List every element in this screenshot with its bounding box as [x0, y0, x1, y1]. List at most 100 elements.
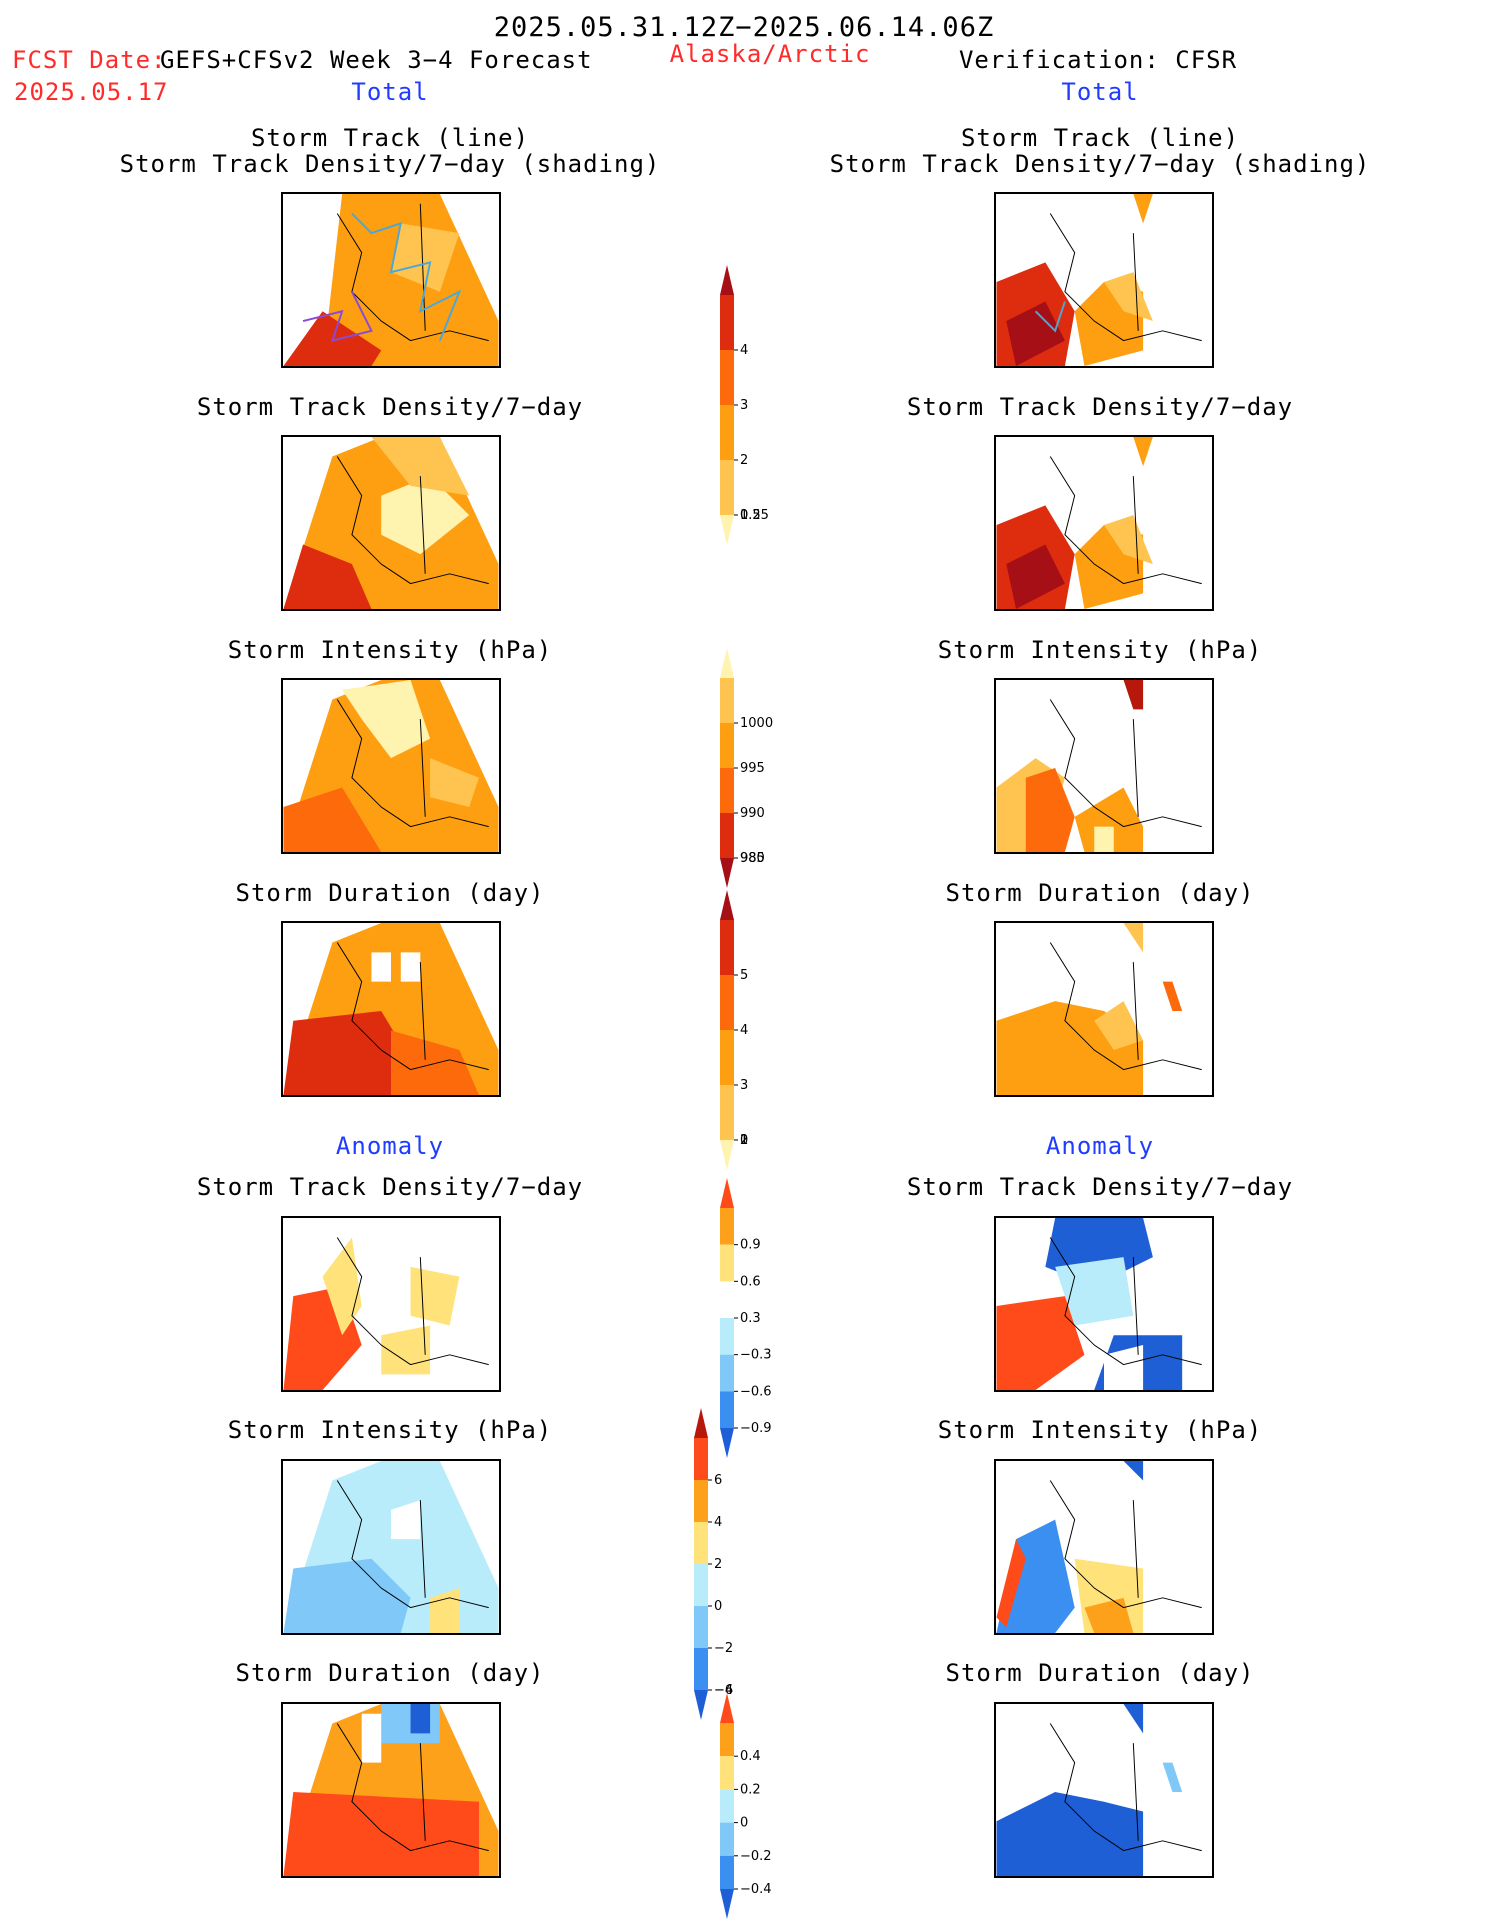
right-intensity-title: Storm Intensity (hPa): [937, 636, 1263, 664]
colorbar-tick-label: 3: [740, 398, 748, 413]
period-title: 2025.05.31.12Z−2025.06.14.06Z: [493, 12, 995, 43]
map-right-anom-duration: [994, 1702, 1214, 1878]
colorbar-segment: [720, 350, 734, 405]
colorbar-segment: [720, 1723, 734, 1757]
right-track-shading-title: Storm Track Density/7−day (shading): [829, 150, 1371, 178]
colorbar-tick-label: 0.4: [740, 1749, 761, 1764]
left-total-label: Total: [351, 78, 429, 106]
colorbar-segment: [720, 813, 734, 858]
left-anomaly-heading: Anomaly: [335, 1132, 445, 1160]
colorbar-tick-label: −6: [714, 1683, 733, 1698]
colorbar-segment: [694, 1648, 708, 1690]
left-anom-intensity-title: Storm Intensity (hPa): [227, 1416, 553, 1444]
right-density-title: Storm Track Density/7−day: [906, 393, 1294, 421]
map-right-intensity: [994, 678, 1214, 854]
map-right-density: [994, 435, 1214, 611]
colorbar-tick-label: −0.3: [740, 1348, 772, 1363]
map-left-anom-intensity: [281, 1459, 501, 1635]
colorbar-tick-label: −0.6: [740, 1384, 772, 1399]
fcst-label: FCST Date:: [12, 46, 167, 74]
colorbar-top-arrow: [720, 265, 734, 295]
colorbar-segment: [720, 1855, 734, 1889]
right-anomaly-heading: Anomaly: [1045, 1132, 1155, 1160]
map-left-duration: [281, 921, 501, 1097]
colorbar-bottom-arrow: [720, 1140, 734, 1170]
colorbar-segment: [720, 460, 734, 515]
colorbar-tick-label: 4: [740, 343, 748, 358]
colorbar-tick-label: 5: [740, 968, 748, 983]
map-left-anom-density: [281, 1216, 501, 1392]
map-right-anom-density: [994, 1216, 1214, 1392]
colorbar-segment: [694, 1438, 708, 1480]
left-track-shading-title: Storm Track Density/7−day (shading): [119, 150, 661, 178]
colorbar-tick-label: 0.3: [740, 1311, 761, 1326]
right-duration-title: Storm Duration (day): [945, 879, 1255, 907]
region-label: Alaska/Arctic: [669, 40, 871, 68]
colorbar-segment: [720, 1822, 734, 1856]
colorbar-tick-label: 6: [714, 1473, 722, 1488]
colorbar-segment: [720, 920, 734, 975]
map-right-track: [994, 192, 1214, 368]
colorbar-bottom-arrow: [720, 858, 734, 888]
colorbar-segment: [720, 975, 734, 1030]
colorbar-duration-anom: 0.4 0.2 0 −0.2 −0.4: [720, 1693, 800, 1923]
left-anom-duration-title: Storm Duration (day): [235, 1659, 545, 1687]
colorbar-tick-label: 1: [740, 508, 748, 523]
colorbar-segment: [720, 295, 734, 350]
colorbar-segment: [720, 405, 734, 460]
colorbar-bottom-arrow: [720, 1889, 734, 1919]
right-anom-density-title: Storm Track Density/7−day: [906, 1173, 1294, 1201]
colorbar-top-arrow: [694, 1408, 708, 1438]
colorbar-tick-label: 0: [740, 1133, 748, 1148]
colorbar-bottom-arrow: [720, 515, 734, 545]
colorbar-tick-label: 0.2: [740, 1782, 761, 1797]
colorbar-tick-label: −0.4: [740, 1882, 772, 1897]
left-intensity-title: Storm Intensity (hPa): [227, 636, 553, 664]
colorbar-tick-label: −4: [714, 1683, 733, 1698]
colorbar-bottom-arrow: [720, 1428, 734, 1458]
left-track-line-title: Storm Track (line): [250, 124, 530, 152]
colorbar-segment: [694, 1564, 708, 1606]
colorbar-segment: [720, 1030, 734, 1085]
map-left-track: [281, 192, 501, 368]
colorbar-tick-label: 990: [740, 806, 765, 821]
right-anom-intensity-title: Storm Intensity (hPa): [937, 1416, 1263, 1444]
colorbar-tick-label: −0.9: [740, 1421, 772, 1436]
fcst-model: GEFS+CFSv2 Week 3−4 Forecast: [160, 46, 593, 74]
colorbar-segment: [694, 1480, 708, 1522]
colorbar-tick-label: 4: [740, 1023, 748, 1038]
colorbar-density-total: 4 3 2 1 0.5 0.25: [720, 265, 800, 549]
colorbar-top-arrow: [720, 1178, 734, 1208]
right-anom-duration-title: Storm Duration (day): [945, 1659, 1255, 1687]
colorbar-tick-label: 1000: [740, 716, 773, 731]
colorbar-tick-label: −2: [714, 1641, 733, 1656]
colorbar-segment: [720, 1085, 734, 1140]
colorbar-top-arrow: [720, 1693, 734, 1723]
colorbar-tick-label: 0.9: [740, 1238, 761, 1253]
colorbar-segment: [720, 1244, 734, 1282]
colorbar-segment: [694, 1606, 708, 1648]
verification-label: Verification: CFSR: [958, 46, 1238, 74]
map-left-density: [281, 435, 501, 611]
colorbar-tick-label: 980: [740, 851, 765, 866]
colorbar-tick-label: 3: [740, 1078, 748, 1093]
colorbar-density-anom: 0.9 0.6 0.3 −0.3 −0.6 −0.9: [720, 1178, 800, 1462]
colorbar-segment: [720, 723, 734, 768]
colorbar-tick-label: 1: [740, 1133, 748, 1148]
map-right-duration: [994, 921, 1214, 1097]
map-left-intensity: [281, 678, 501, 854]
colorbar-tick-label: 0.25: [740, 508, 769, 523]
colorbar-segment: [720, 1789, 734, 1823]
map-right-anom-intensity: [994, 1459, 1214, 1635]
colorbar-tick-label: 2: [740, 1133, 748, 1148]
fcst-date: 2025.05.17: [14, 78, 169, 106]
colorbar-bottom-arrow: [694, 1690, 708, 1720]
colorbar-segment: [720, 1318, 734, 1355]
colorbar-segment: [720, 1281, 734, 1318]
colorbar-top-arrow: [720, 890, 734, 920]
map-left-anom-duration: [281, 1702, 501, 1878]
colorbar-intensity-anom: 6 4 2 0 −2 −4 −6: [694, 1408, 774, 1724]
colorbar-tick-label: 0.6: [740, 1274, 761, 1289]
colorbar-segment: [720, 768, 734, 813]
